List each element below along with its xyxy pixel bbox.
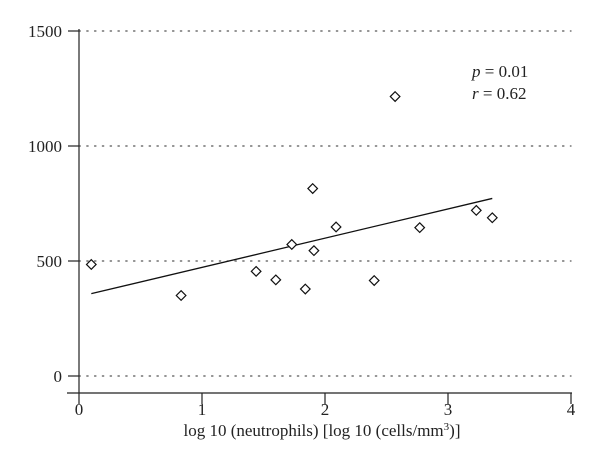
y-tick-label-500: 500 — [37, 252, 63, 271]
data-point — [414, 222, 426, 234]
data-point — [486, 212, 498, 224]
stat-annotations: p = 0.01 r = 0.62 — [471, 62, 528, 103]
grid-lines — [78, 30, 572, 377]
data-point — [368, 274, 380, 287]
y-tick-label-1500: 1500 — [28, 22, 62, 41]
x-tick-label-0: 0 — [75, 400, 84, 419]
x-tick-label-1: 1 — [198, 400, 207, 419]
axes — [67, 29, 572, 394]
x-axis-title: log 10 (neutrophils) [log 10 (cells/mm3)… — [184, 421, 461, 440]
data-point — [175, 289, 187, 302]
data-points — [85, 90, 498, 302]
x-tick-label-3: 3 — [444, 400, 453, 419]
data-point — [270, 274, 282, 286]
x-tick-label-4: 4 — [567, 400, 576, 419]
data-point — [389, 90, 401, 103]
y-tick-label-0: 0 — [54, 367, 63, 386]
data-point — [470, 204, 482, 217]
data-point — [299, 283, 311, 295]
stat-annotation-p: p = 0.01 — [471, 62, 528, 81]
x-tick-label-2: 2 — [321, 400, 330, 419]
data-point — [286, 238, 298, 251]
x-axis-ticks: 0 1 2 3 4 — [75, 393, 576, 419]
data-point — [307, 182, 319, 195]
y-axis-ticks: 0 500 1000 1500 — [28, 22, 79, 386]
data-point — [250, 265, 262, 277]
data-point — [308, 245, 320, 257]
data-point — [85, 258, 97, 271]
stat-annotation-r: r = 0.62 — [472, 84, 526, 103]
y-tick-label-1000: 1000 — [28, 137, 62, 156]
data-point — [330, 221, 342, 233]
